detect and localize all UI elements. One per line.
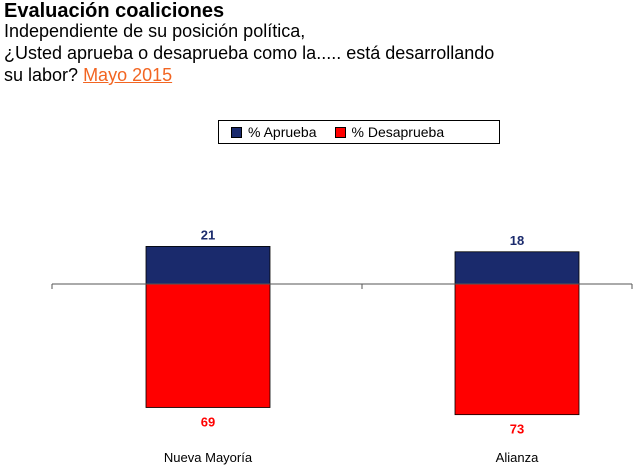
data-label-aprueba: 21	[201, 227, 215, 242]
page-title: Evaluación coaliciones	[4, 0, 225, 22]
question-line-1: Independiente de su posición política,	[4, 21, 306, 41]
question-line-2: ¿Usted aprueba o desaprueba como la.....…	[4, 43, 495, 63]
question-line-3: su labor? Mayo 2015	[4, 64, 629, 86]
bar-aprueba	[145, 246, 271, 285]
legend-label-aprueba: % Aprueba	[248, 124, 317, 140]
legend-item-aprueba: % Aprueba	[231, 124, 317, 140]
bar-desaprueba	[454, 283, 580, 416]
legend-swatch-desaprueba	[334, 126, 346, 138]
data-label-desaprueba: 73	[510, 422, 524, 437]
bar-desaprueba	[145, 283, 271, 408]
legend-label-desaprueba: % Desaprueba	[351, 124, 445, 140]
data-label-desaprueba: 69	[201, 415, 215, 430]
bar-aprueba	[454, 251, 580, 285]
legend-swatch-aprueba	[231, 126, 242, 138]
legend-item-desaprueba: % Desaprueba	[334, 124, 445, 140]
data-label-aprueba: 18	[510, 233, 524, 248]
category-label: Alianza	[496, 450, 539, 465]
category-label: Nueva Mayoría	[164, 450, 253, 465]
question-text: Independiente de su posición política, ¿…	[4, 20, 629, 86]
chart-legend: % Aprueba % Desaprueba	[218, 120, 500, 144]
survey-date: Mayo 2015	[83, 65, 173, 85]
question-line-3-prefix: su labor?	[4, 65, 84, 85]
